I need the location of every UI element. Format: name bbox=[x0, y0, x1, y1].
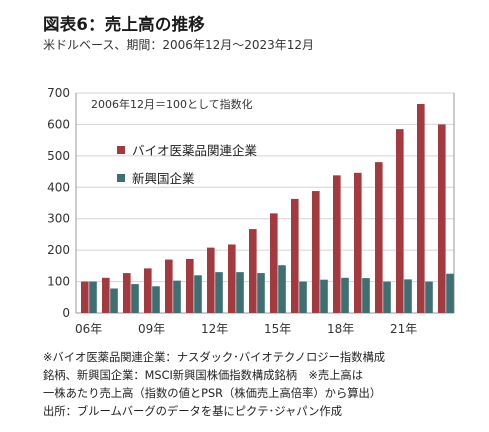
x-tick-label: 06年 bbox=[75, 322, 102, 336]
note-line: 出所：ブルームバーグのデータを基にピクテ･ジャパン作成 bbox=[43, 405, 343, 418]
chart-subtitle: 米ドルベース、期間：2006年12月～2023年12月 bbox=[43, 38, 315, 52]
bar-bio bbox=[438, 124, 446, 313]
bar-bio bbox=[81, 281, 89, 313]
bar-em bbox=[320, 279, 328, 313]
y-tick-label: 600 bbox=[47, 117, 70, 131]
bar-bio bbox=[123, 273, 131, 313]
bar-em bbox=[278, 265, 286, 313]
x-tick-label: 09年 bbox=[138, 322, 165, 336]
bar-bio bbox=[165, 259, 173, 313]
y-tick-label: 700 bbox=[47, 86, 70, 100]
bar-bio bbox=[417, 104, 425, 313]
chart-title: 図表6：売上高の推移 bbox=[43, 15, 205, 34]
bar-em bbox=[131, 284, 139, 313]
bar-em bbox=[383, 281, 391, 313]
bar-bio bbox=[186, 258, 194, 313]
bar-em bbox=[362, 278, 370, 313]
y-tick-label: 500 bbox=[47, 149, 70, 163]
y-tick-label: 200 bbox=[47, 243, 70, 257]
bar-bio bbox=[396, 129, 404, 313]
bar-bio bbox=[312, 191, 320, 313]
bar-bio bbox=[333, 175, 341, 313]
y-tick-label: 100 bbox=[47, 275, 70, 289]
bar-bio bbox=[144, 268, 152, 313]
chart-annotation: 2006年12月＝100として指数化 bbox=[91, 97, 253, 111]
bar-em bbox=[446, 273, 454, 313]
y-tick-label: 400 bbox=[47, 180, 70, 194]
bar-em bbox=[404, 279, 412, 313]
legend-label: 新興国企業 bbox=[132, 171, 195, 186]
bar-em bbox=[425, 281, 433, 313]
x-tick-label: 21年 bbox=[390, 322, 417, 336]
note-line: 銘柄、新興国企業：MSCI新興国株価指数構成銘柄 ※売上高は bbox=[43, 369, 364, 382]
legend-label: バイオ医薬品関連企業 bbox=[132, 143, 258, 158]
bar-bio bbox=[102, 277, 110, 313]
bar-em bbox=[341, 277, 349, 313]
legend-swatch bbox=[117, 174, 125, 182]
bar-bio bbox=[354, 172, 362, 313]
note-line: 一株あたり売上高（指数の値とPSR（株価売上高倍率）から算出） bbox=[43, 387, 382, 400]
bar-em bbox=[173, 280, 181, 313]
bar-bio bbox=[270, 213, 278, 313]
x-tick-label: 15年 bbox=[264, 322, 291, 336]
bar-em bbox=[152, 286, 160, 313]
y-tick-label: 0 bbox=[62, 306, 70, 320]
y-tick-label: 300 bbox=[47, 212, 70, 226]
bar-chart: 0 100 200 300 400 500 600 700 06年 09年 12年 15年 18年 21年… bbox=[47, 86, 455, 336]
bar-em bbox=[257, 273, 265, 313]
bar-em bbox=[299, 281, 307, 313]
bar-em bbox=[194, 275, 202, 313]
legend-swatch bbox=[117, 146, 125, 154]
x-tick-label: 12年 bbox=[201, 322, 228, 336]
bar-em bbox=[215, 272, 223, 313]
bar-bio bbox=[207, 247, 215, 313]
bar-em bbox=[110, 288, 118, 313]
bar-bio bbox=[291, 198, 299, 313]
bar-bio bbox=[228, 244, 236, 313]
bar-em bbox=[236, 272, 244, 313]
bar-bio bbox=[249, 229, 257, 313]
note-line: ※バイオ医薬品関連企業：ナスダック･バイオテクノロジー指数構成 bbox=[43, 351, 386, 364]
x-tick-label: 18年 bbox=[327, 322, 354, 336]
bar-em bbox=[89, 281, 97, 313]
bar-bio bbox=[375, 162, 383, 313]
chart-notes: ※バイオ医薬品関連企業：ナスダック･バイオテクノロジー指数構成 銘柄、新興国企業… bbox=[43, 349, 483, 421]
